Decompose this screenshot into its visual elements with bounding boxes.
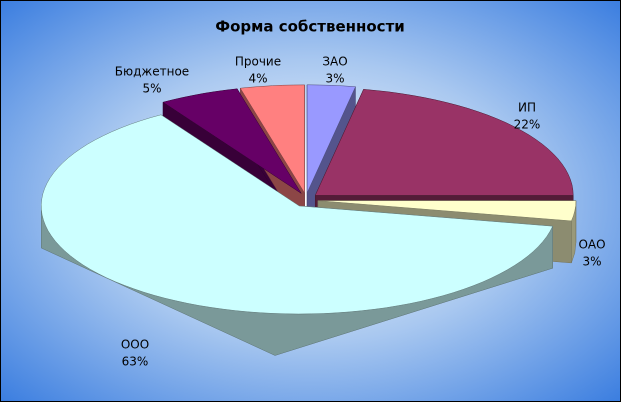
tops [41,84,577,315]
slice [306,84,356,193]
slice [41,114,554,315]
slice-label: ОАО [578,238,605,252]
value-label: 22% [514,118,541,132]
slice-label: ИП [518,101,536,115]
slice-label: Прочие [235,55,281,69]
chart-title: Форма собственности [215,18,405,36]
slice [317,200,577,222]
value-label: 3% [325,72,344,86]
slice [162,88,302,194]
value-label: 4% [248,72,267,86]
slice-label: ЗАО [322,55,347,69]
value-label: 63% [122,355,149,369]
value-label: 5% [142,82,161,96]
labels: ЗАО 3% ИП 22% ОАО 3% ООО 63% Бюджетное 5% Прочие 4% [115,55,606,369]
slice [314,89,574,196]
slice [239,84,305,194]
slice-label: ООО [121,338,149,352]
slice-label: Бюджетное [115,65,189,79]
value-label: 3% [582,255,601,269]
